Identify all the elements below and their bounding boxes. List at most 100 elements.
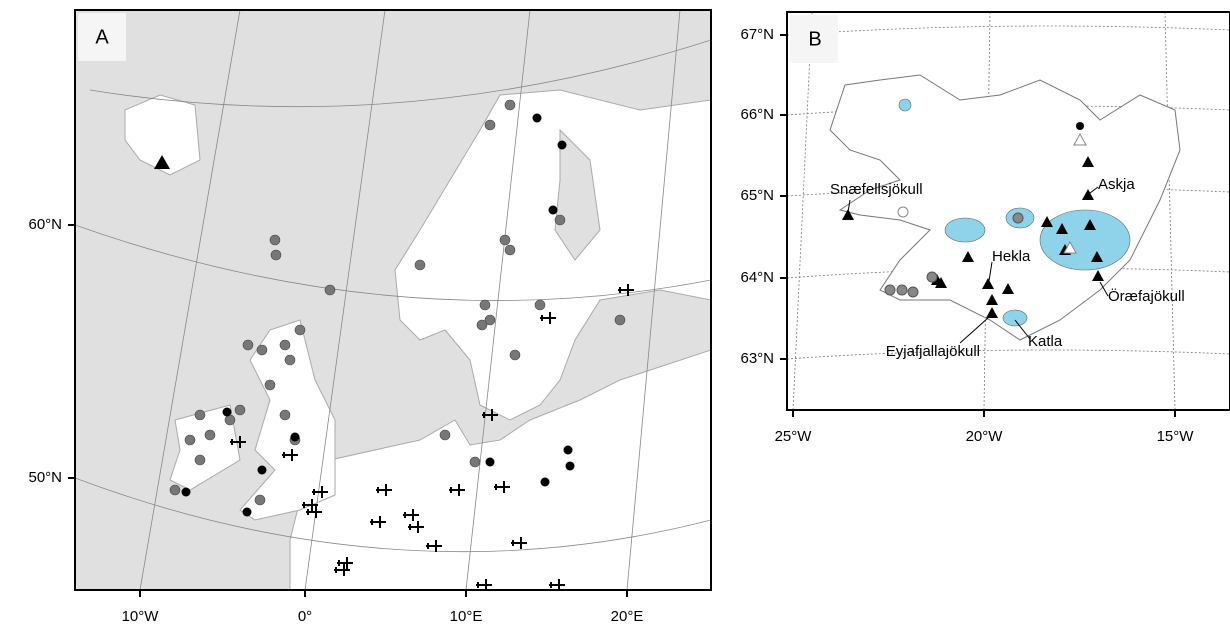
airport-marker [408, 521, 424, 533]
site-marker [926, 271, 938, 283]
airport-marker [370, 516, 386, 528]
site-marker [204, 429, 216, 441]
volcano-marker [1084, 219, 1096, 230]
volcano-marker [1082, 156, 1094, 167]
site-marker [469, 456, 481, 468]
volcano-marker [986, 307, 998, 318]
airport-marker [540, 312, 556, 324]
site-marker [565, 461, 575, 471]
volcano-marker [986, 294, 998, 305]
y-tick-label: 67°N [740, 26, 774, 43]
volcano-marker [935, 277, 947, 288]
site-marker [414, 259, 426, 271]
site-marker [194, 409, 206, 421]
x-tick-label: 20°E [611, 608, 644, 625]
volcano-marker [1073, 132, 1087, 146]
site-marker [181, 487, 191, 497]
volcano-marker [962, 251, 974, 262]
site-marker [242, 507, 252, 517]
site-marker [907, 286, 919, 298]
leader-line [1089, 186, 1099, 194]
site-marker [554, 214, 566, 226]
airport-marker [337, 557, 353, 569]
volcano-marker [982, 278, 994, 289]
y-tick-label: 63°N [740, 350, 774, 367]
map-b [787, 12, 1230, 410]
volcano-name: Eyjafjallajökull [886, 343, 980, 360]
volcano-marker [1092, 270, 1104, 281]
airport-marker [403, 509, 419, 521]
y-tick-label: 50°N [28, 469, 62, 486]
site-marker [499, 234, 511, 246]
site-marker [484, 314, 496, 326]
leader-line [847, 199, 851, 213]
site-marker [884, 284, 896, 296]
volcano-marker [1091, 251, 1103, 262]
airport-marker [618, 284, 634, 296]
site-marker [532, 113, 542, 123]
site-marker [476, 319, 488, 331]
panel-label: A [95, 26, 109, 48]
site-marker [270, 249, 282, 261]
volcano-name: Öræfajökull [1108, 287, 1185, 305]
y-tick-label: 66°N [740, 106, 774, 123]
leader-line [959, 317, 989, 344]
site-marker [439, 429, 451, 441]
volcano-name: Hekla [992, 248, 1031, 265]
site-marker [234, 404, 246, 416]
site-marker [485, 457, 495, 467]
map-a [75, 10, 711, 590]
site-marker [504, 99, 516, 111]
site-marker [256, 344, 268, 356]
site-marker [284, 354, 296, 366]
site-marker [254, 494, 266, 506]
site-marker [896, 284, 908, 296]
airport-marker [482, 409, 498, 421]
site-marker [169, 484, 181, 496]
site-marker [242, 339, 254, 351]
site-marker [294, 324, 306, 336]
airport-marker [306, 506, 322, 518]
site-marker [269, 234, 281, 246]
airport-marker [426, 540, 442, 552]
x-tick-label: 10°W [122, 608, 160, 625]
airport-marker [282, 449, 298, 461]
site-marker [279, 339, 291, 351]
site-marker [184, 434, 196, 446]
site-marker [548, 205, 558, 215]
site-marker [279, 409, 291, 421]
airport-marker [230, 436, 246, 448]
airport-marker [449, 484, 465, 496]
airport-marker [376, 484, 392, 496]
site-marker [504, 244, 516, 256]
site-marker [540, 477, 550, 487]
site-marker [290, 432, 300, 442]
volcano-marker [1056, 223, 1068, 234]
site-marker [224, 414, 236, 426]
volcano-name: Katla [1028, 333, 1063, 350]
x-tick-label: 15°W [1157, 428, 1195, 445]
y-tick-label: 64°N [740, 269, 774, 286]
x-tick-label: 20°W [966, 428, 1004, 445]
volcano-marker [842, 209, 854, 220]
site-marker [1076, 122, 1084, 130]
site-marker [557, 140, 567, 150]
airport-marker [312, 486, 328, 498]
volcano-name: Askja [1098, 176, 1135, 193]
airport-marker [511, 537, 527, 549]
site-marker [897, 206, 909, 218]
y-tick-label: 60°N [28, 216, 62, 233]
leader-line [1099, 281, 1109, 297]
x-tick-label: 0° [298, 608, 312, 625]
volcano-marker [1082, 189, 1094, 200]
x-tick-label: 25°W [775, 428, 813, 445]
volcano-marker [1041, 216, 1053, 227]
site-marker [563, 445, 573, 455]
x-tick-label: 10°E [450, 608, 483, 625]
site-marker [534, 299, 546, 311]
site-marker [257, 465, 267, 475]
volcano-name: Snæfellsjökull [830, 181, 923, 198]
site-marker [1012, 212, 1024, 224]
volcano-marker [1063, 240, 1077, 254]
